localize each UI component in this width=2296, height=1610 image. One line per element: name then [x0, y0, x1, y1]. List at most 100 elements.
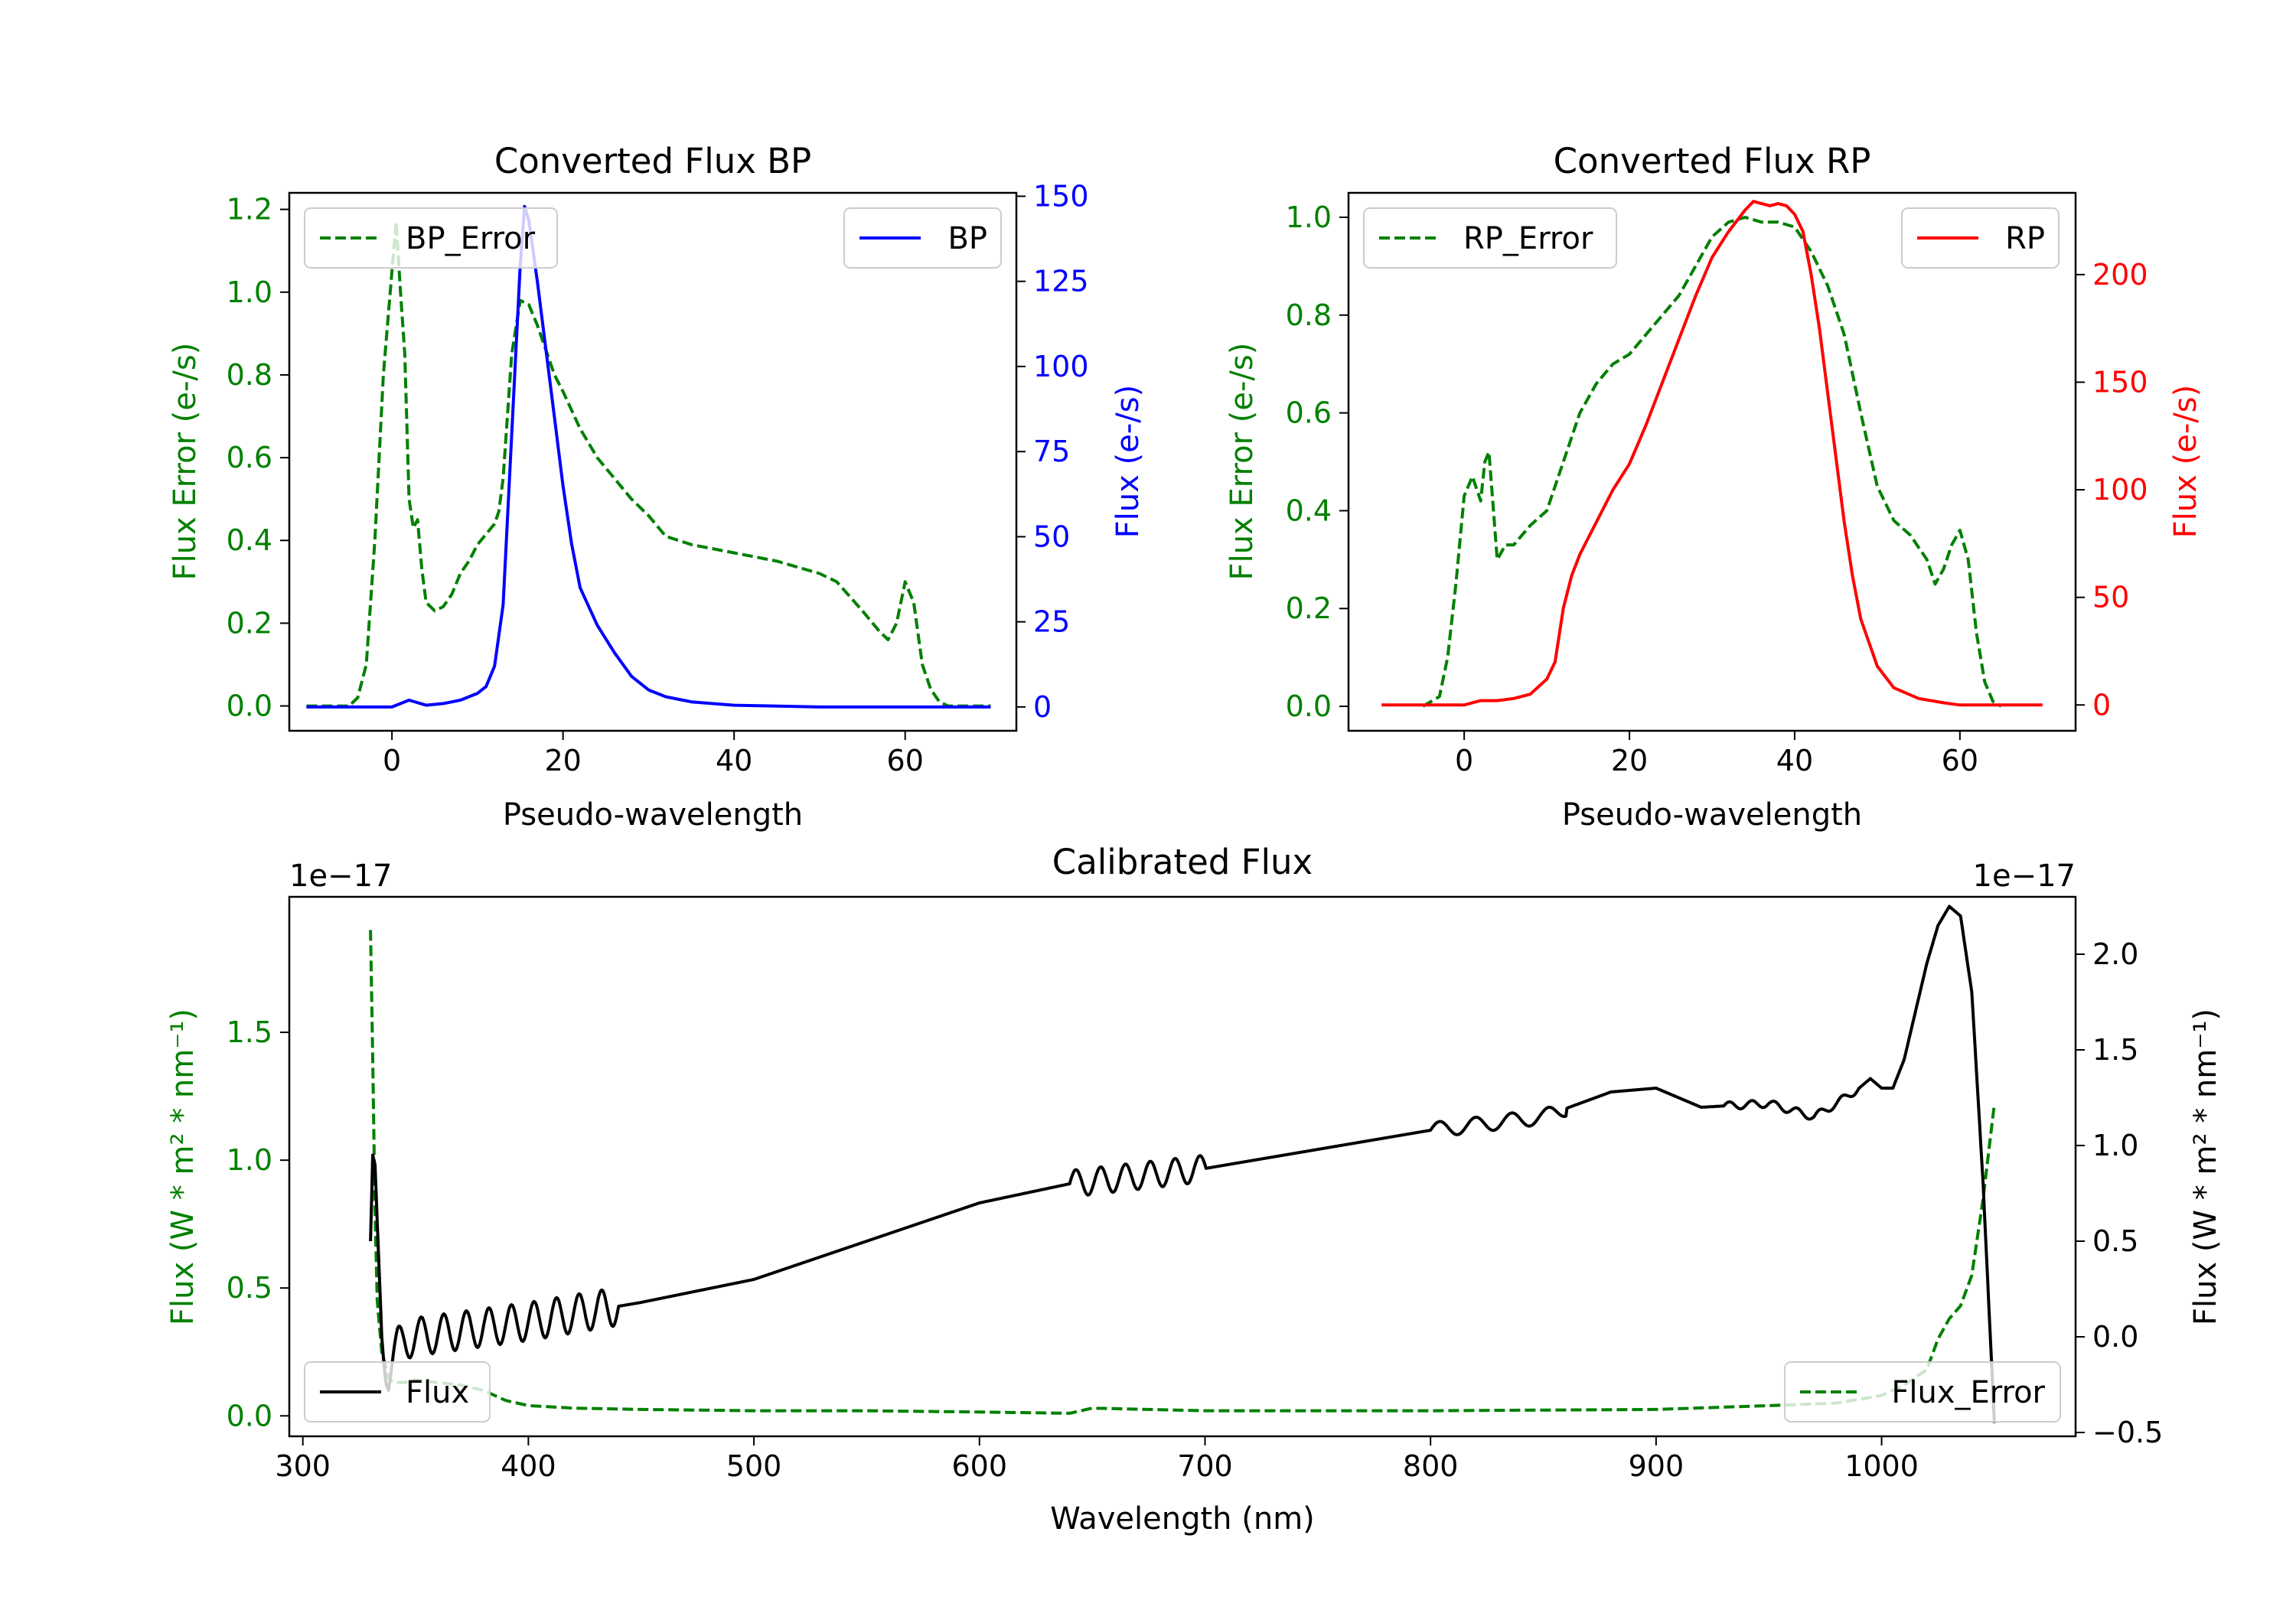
cal-right-y-label: Flux (W * m² * nm⁻¹): [2188, 1009, 2223, 1325]
left-tick-label: 1.2: [227, 193, 272, 227]
bp-legend-flux-label: BP: [947, 221, 987, 256]
right-tick-label: 0: [1033, 690, 1052, 724]
cal-left-ticks: 0.0 0.5 1.0 1.5: [227, 1015, 289, 1432]
left-tick-label: 0.2: [1286, 592, 1332, 625]
right-tick-label: 100: [1033, 350, 1089, 383]
right-tick-label: 150: [1033, 179, 1089, 213]
right-tick-label: 50: [1033, 520, 1070, 553]
cal-left-y-label: Flux (W * m² * nm⁻¹): [165, 1009, 201, 1325]
x-tick-label: 60: [1942, 744, 1978, 777]
cal-x-label: Wavelength (nm): [1050, 1501, 1315, 1537]
rp-flux-line: [1381, 200, 2043, 707]
bp-right-y-label: Flux (e-/s): [1110, 385, 1146, 538]
x-tick-label: 40: [1776, 744, 1813, 777]
right-tick-label: 0: [2092, 688, 2111, 722]
rp-x-ticks: 0 20 40 60: [1455, 731, 1978, 777]
bp-error-line: [306, 220, 991, 708]
x-tick-label: 60: [887, 744, 924, 777]
right-tick-label: 100: [2092, 473, 2148, 507]
cal-right-offset: 1e−17: [1973, 859, 2076, 894]
bp-left-y-label: Flux Error (e-/s): [168, 343, 203, 581]
rp-title: Converted Flux RP: [1554, 141, 1871, 181]
x-tick-label: 0: [383, 744, 401, 777]
bp-x-ticks: 0 20 40 60: [383, 731, 924, 777]
right-tick-label: −0.5: [2092, 1416, 2163, 1449]
x-tick-label: 20: [1611, 744, 1648, 777]
bp-plot-lines: [306, 204, 991, 709]
left-tick-label: 0.8: [227, 358, 272, 392]
x-tick-label: 40: [716, 744, 752, 777]
bp-flux-line: [306, 204, 991, 709]
bp-legend-error: BP_Error: [304, 207, 558, 269]
right-tick-label: 2.0: [2092, 937, 2138, 971]
left-tick-label: 1.0: [227, 1143, 272, 1177]
bp-title: Converted Flux BP: [494, 141, 811, 181]
left-tick-label: 0.0: [1286, 689, 1332, 723]
bp-x-label: Pseudo-wavelength: [503, 797, 803, 833]
left-tick-label: 1.0: [1286, 200, 1332, 234]
bp-left-ticks: 0.0 0.2 0.4 0.6 0.8 1.0 1.2: [227, 193, 289, 723]
cal-left-offset: 1e−17: [289, 859, 392, 894]
cal-legend-error: Flux_Error: [1784, 1361, 2061, 1423]
right-tick-label: 50: [2092, 581, 2129, 614]
bp-legend-error-label: BP_Error: [406, 221, 536, 256]
left-tick-label: 0.2: [227, 606, 272, 640]
rp-left-ticks: 0.0 0.2 0.4 0.6 0.8 1.0: [1286, 200, 1349, 723]
x-tick-label: 600: [952, 1449, 1008, 1483]
rp-x-label: Pseudo-wavelength: [1562, 797, 1862, 833]
rp-legend-error: RP_Error: [1363, 207, 1617, 269]
left-tick-label: 0.6: [1286, 396, 1332, 430]
bp-plot-frame: [288, 191, 1018, 732]
left-tick-label: 0.4: [1286, 494, 1332, 527]
right-tick-label: 200: [2092, 258, 2148, 292]
rp-left-y-label: Flux Error (e-/s): [1225, 343, 1260, 581]
bp-right-ticks: 0 25 50 75 100 125 150: [1016, 179, 1089, 724]
left-tick-label: 0.5: [227, 1271, 272, 1305]
x-tick-label: 700: [1177, 1449, 1233, 1483]
cal-flux-line: [369, 904, 1996, 1423]
left-tick-label: 0.0: [227, 689, 272, 723]
bp-legend-flux: BP: [843, 207, 1002, 269]
x-tick-label: 20: [544, 744, 581, 777]
right-tick-label: 1.0: [2092, 1129, 2138, 1162]
rp-legend-error-label: RP_Error: [1463, 221, 1593, 256]
rp-plot-lines: [1381, 200, 2043, 708]
right-tick-label: 0.5: [2092, 1224, 2138, 1258]
cal-x-ticks: 300 400 500 600 700 800 900 1000: [275, 1436, 1919, 1483]
panel-bp: Converted Flux BP 0 20 40 60 0.00.20.40.60.…: [168, 141, 1146, 833]
right-tick-label: 75: [1033, 435, 1070, 468]
x-tick-label: 300: [275, 1449, 331, 1483]
right-tick-label: 0.0: [2092, 1320, 2138, 1354]
cal-legend-flux: Flux: [304, 1361, 491, 1423]
left-tick-label: 1.5: [227, 1015, 272, 1049]
cal-plot-lines: [369, 904, 1996, 1423]
x-tick-label: 500: [726, 1449, 782, 1483]
rp-legend-flux: RP: [1901, 207, 2060, 269]
cal-title: Calibrated Flux: [1052, 842, 1313, 882]
x-tick-label: 1000: [1844, 1449, 1919, 1483]
rp-error-line: [1422, 216, 2002, 708]
cal-legend-flux-label: Flux: [406, 1375, 469, 1410]
x-tick-label: 800: [1403, 1449, 1459, 1483]
right-tick-label: 1.5: [2092, 1033, 2138, 1067]
cal-right-ticks: −0.5 0.0 0.5 1.0 1.5 2.0: [2076, 937, 2163, 1449]
x-tick-label: 900: [1629, 1449, 1684, 1483]
cal-plot-frame: [288, 895, 2077, 1438]
right-tick-label: 125: [1033, 265, 1089, 298]
rp-right-ticks: 0 50 100 150 200: [2076, 258, 2148, 722]
right-tick-label: 150: [2092, 365, 2148, 399]
x-tick-label: 0: [1455, 744, 1473, 777]
cal-legend-error-label: Flux_Error: [1891, 1375, 2045, 1410]
panel-calibrated: Calibrated Flux 1e−17 1e−17 300 400 500 600…: [165, 842, 2223, 1537]
right-tick-label: 25: [1033, 605, 1070, 639]
left-tick-label: 0.0: [227, 1399, 272, 1432]
left-tick-label: 0.4: [227, 523, 272, 557]
rp-legend-flux-label: RP: [2005, 221, 2045, 256]
rp-plot-frame: [1347, 191, 2077, 732]
left-tick-label: 1.0: [227, 275, 272, 309]
x-tick-label: 400: [501, 1449, 556, 1483]
left-tick-label: 0.6: [227, 441, 272, 474]
panel-rp: Converted Flux RP 0 20 40 60 0.00.20.40.60.…: [1225, 141, 2203, 833]
